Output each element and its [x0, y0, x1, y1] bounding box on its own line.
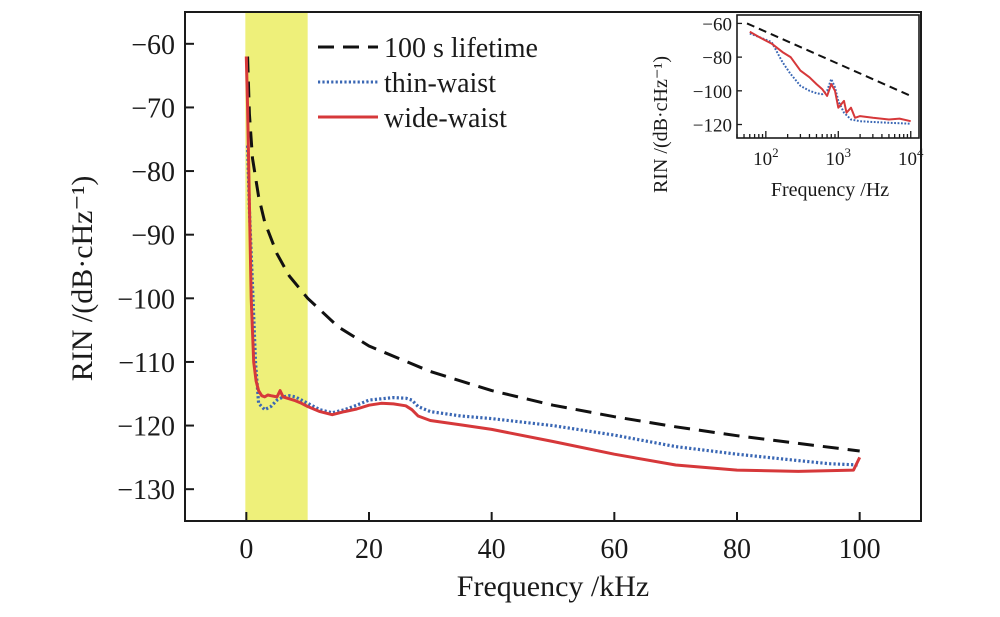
- inset-y-axis-title: RIN /(dB·cHz⁻¹): [650, 56, 672, 193]
- x-tick-label: 20: [355, 534, 383, 565]
- inset-x-axis-title: Frequency /Hz: [771, 179, 889, 201]
- y-tick-label: −100: [117, 284, 175, 315]
- x-tick-label: 100: [839, 534, 881, 565]
- series-line-100-s-lifetime: [246, 56, 860, 453]
- main-plot: 0 20 40 60 80 100 −60 −70 −80 −90 −100 −110 −120 −130…: [66, 11, 922, 603]
- inset-y-tick-label: −100: [693, 82, 732, 103]
- highlight-band: [245, 12, 308, 521]
- inset-x-tick-base: 10: [898, 149, 917, 170]
- inset-x-tick-label: 104: [898, 145, 924, 170]
- y-tick-label: −130: [117, 475, 175, 506]
- inset-x-tick-label: 103: [826, 145, 852, 170]
- series-line-wide-waist: [244, 56, 862, 473]
- legend-label: thin-waist: [384, 68, 496, 99]
- inset-x-tick-exponent: 3: [845, 145, 852, 160]
- y-tick-label: −110: [118, 348, 175, 379]
- inset-y-tick-label: −120: [693, 116, 732, 137]
- y-tick-label: −70: [131, 93, 175, 124]
- y-tick-label: −120: [117, 412, 175, 443]
- plot-frame: [184, 11, 922, 522]
- x-tick-label: 80: [723, 534, 751, 565]
- inset-series-line-thin-waist: [749, 32, 911, 125]
- inset-x-tick-exponent: 2: [772, 145, 779, 160]
- y-tick-label: −90: [131, 221, 175, 252]
- inset-y-tick-label: −80: [702, 48, 732, 69]
- inset-series-line-100-s-lifetime: [746, 22, 912, 97]
- y-tick-label: −60: [131, 30, 175, 61]
- inset-x-tick-exponent: 4: [917, 145, 924, 160]
- x-tick-label: 0: [239, 534, 253, 565]
- inset-x-tick-base: 10: [826, 149, 845, 170]
- inset-y-tick-label: −60: [702, 14, 732, 35]
- series-line-thin-waist: [246, 145, 860, 467]
- y-tick-label: −80: [131, 157, 175, 188]
- inset-x-tick-label: 102: [753, 145, 779, 170]
- x-axis-title: Frequency /kHz: [457, 570, 649, 603]
- x-tick-label: 60: [600, 534, 628, 565]
- inset-series-line-wide-waist: [749, 30, 911, 123]
- x-tick-label: 40: [478, 534, 506, 565]
- inset-frame: [736, 14, 920, 139]
- legend-label: wide-waist: [384, 103, 507, 134]
- legend-label: 100 s lifetime: [384, 33, 538, 64]
- inset-x-tick-base: 10: [753, 149, 772, 170]
- y-axis-title: RIN /(dB·cHz⁻¹): [66, 176, 99, 382]
